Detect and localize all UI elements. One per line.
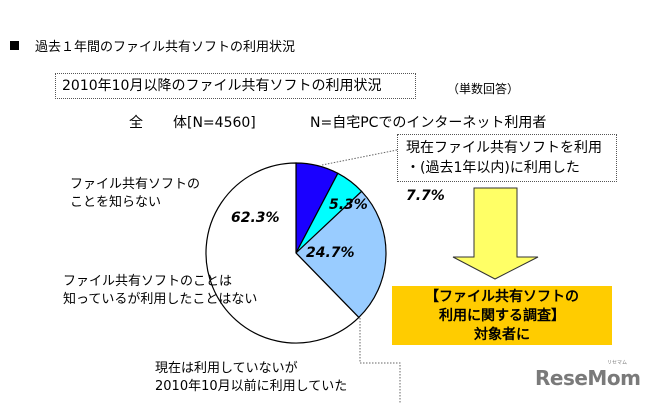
callout-current-users: 現在ファイル共有ソフトを利用 ・(過去1年以内)に利用した — [397, 134, 617, 182]
leader-line-current — [321, 149, 398, 166]
population-note: N=自宅PCでのインターネット利用者 — [310, 115, 547, 131]
section-heading: 過去１年間のファイル共有ソフトの利用状況 — [10, 36, 295, 55]
pct-label-past-users: 5.3% — [329, 197, 368, 213]
pct-label-current-users: 7.7% — [406, 188, 445, 204]
pie-slice-aware-nonusers — [295, 190, 387, 319]
survey-target-box: 【ファイル共有ソフトの 利用に関する調査】 対象者に — [392, 286, 612, 345]
pie-slice-unaware — [205, 162, 360, 344]
answer-type-note: （単数回答） — [447, 82, 520, 96]
chart-title: 2010年10月以降のファイル共有ソフトの利用状況 — [55, 73, 416, 99]
pct-label-aware-nonusers: 24.7% — [306, 245, 355, 261]
pct-label-unaware: 62.3% — [231, 210, 280, 226]
resemom-logo: ReseMom リセマム — [535, 360, 641, 390]
down-arrow-icon — [452, 187, 539, 280]
callout-unaware: ファイル共有ソフトの ことを知らない — [70, 177, 201, 210]
bullet-square-icon — [10, 41, 19, 50]
callout-past-users: 現在は利用していないが 2010年10月以前に利用していた — [155, 361, 348, 394]
total-label: 全体[N=4560] — [129, 115, 256, 131]
callout-aware-nonusers: ファイル共有ソフトのことは 知っているが利用したことはない — [63, 274, 258, 307]
